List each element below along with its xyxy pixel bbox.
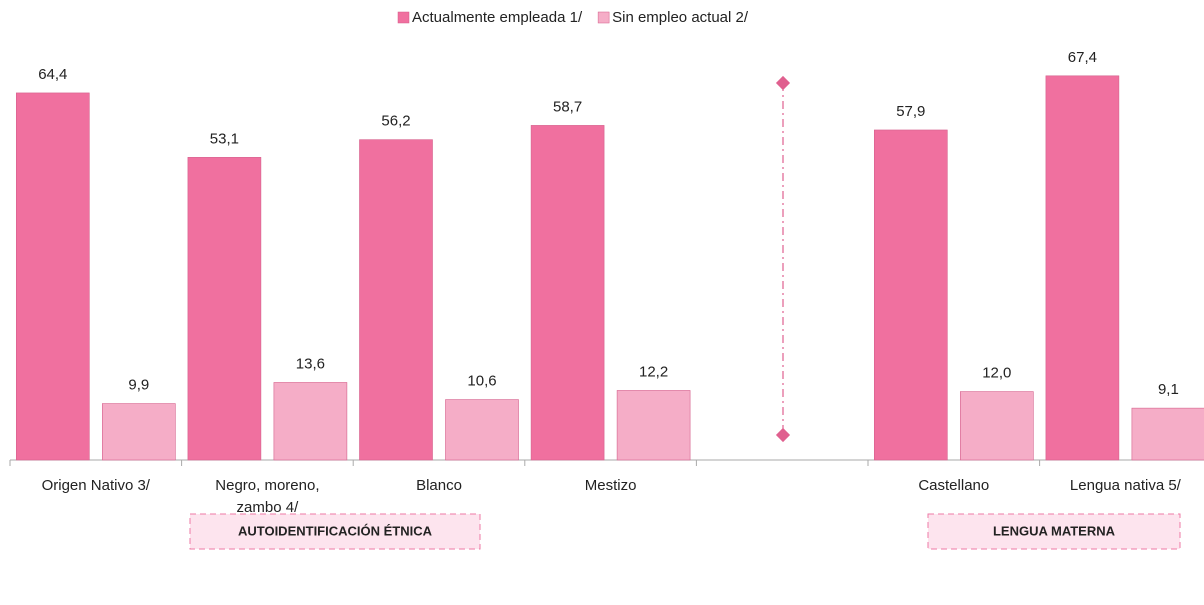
bar bbox=[1131, 407, 1204, 461]
bar bbox=[187, 157, 262, 461]
bar bbox=[959, 391, 1034, 461]
value-label: 12,2 bbox=[639, 363, 668, 380]
value-label: 9,9 bbox=[128, 377, 149, 394]
value-label: 10,6 bbox=[467, 373, 496, 390]
bar bbox=[530, 125, 605, 461]
value-label: 13,6 bbox=[296, 355, 325, 372]
legend-swatch bbox=[397, 11, 410, 24]
bar bbox=[102, 403, 176, 461]
bar bbox=[273, 382, 348, 461]
bar bbox=[873, 129, 948, 461]
value-label: 64,4 bbox=[38, 66, 67, 83]
x-tick-label: Lengua nativa 5/ bbox=[1070, 477, 1182, 494]
legend-label: Sin empleo actual 2/ bbox=[612, 9, 749, 26]
value-label: 57,9 bbox=[896, 103, 925, 120]
bar bbox=[15, 92, 90, 461]
legend-label: Actualmente empleada 1/ bbox=[412, 9, 583, 26]
bar bbox=[616, 390, 691, 461]
value-label: 67,4 bbox=[1068, 49, 1097, 66]
divider-marker bbox=[775, 427, 791, 443]
x-tick-label: Origen Nativo 3/ bbox=[42, 477, 151, 494]
x-tick-label: Blanco bbox=[416, 477, 462, 494]
annotation-box bbox=[189, 513, 481, 550]
value-label: 56,2 bbox=[381, 113, 410, 130]
annotation-box bbox=[927, 513, 1181, 550]
divider-marker bbox=[775, 75, 791, 91]
value-label: 58,7 bbox=[553, 98, 582, 115]
x-tick-label: Negro, moreno, zambo 4/ bbox=[215, 477, 319, 516]
bar bbox=[1045, 75, 1120, 461]
x-tick-label: Mestizo bbox=[585, 477, 637, 494]
value-label: 53,1 bbox=[210, 130, 239, 147]
annotation: LENGUA MATERNA bbox=[993, 523, 1116, 538]
x-tick-label: Castellano bbox=[918, 477, 989, 494]
bar bbox=[445, 399, 519, 461]
value-label: 9,1 bbox=[1158, 381, 1179, 398]
value-label: 12,0 bbox=[982, 365, 1011, 382]
annotation: AUTOIDENTIFICACIÓN ÉTNICA bbox=[238, 523, 433, 538]
legend-swatch bbox=[597, 11, 610, 24]
bar bbox=[359, 139, 433, 461]
